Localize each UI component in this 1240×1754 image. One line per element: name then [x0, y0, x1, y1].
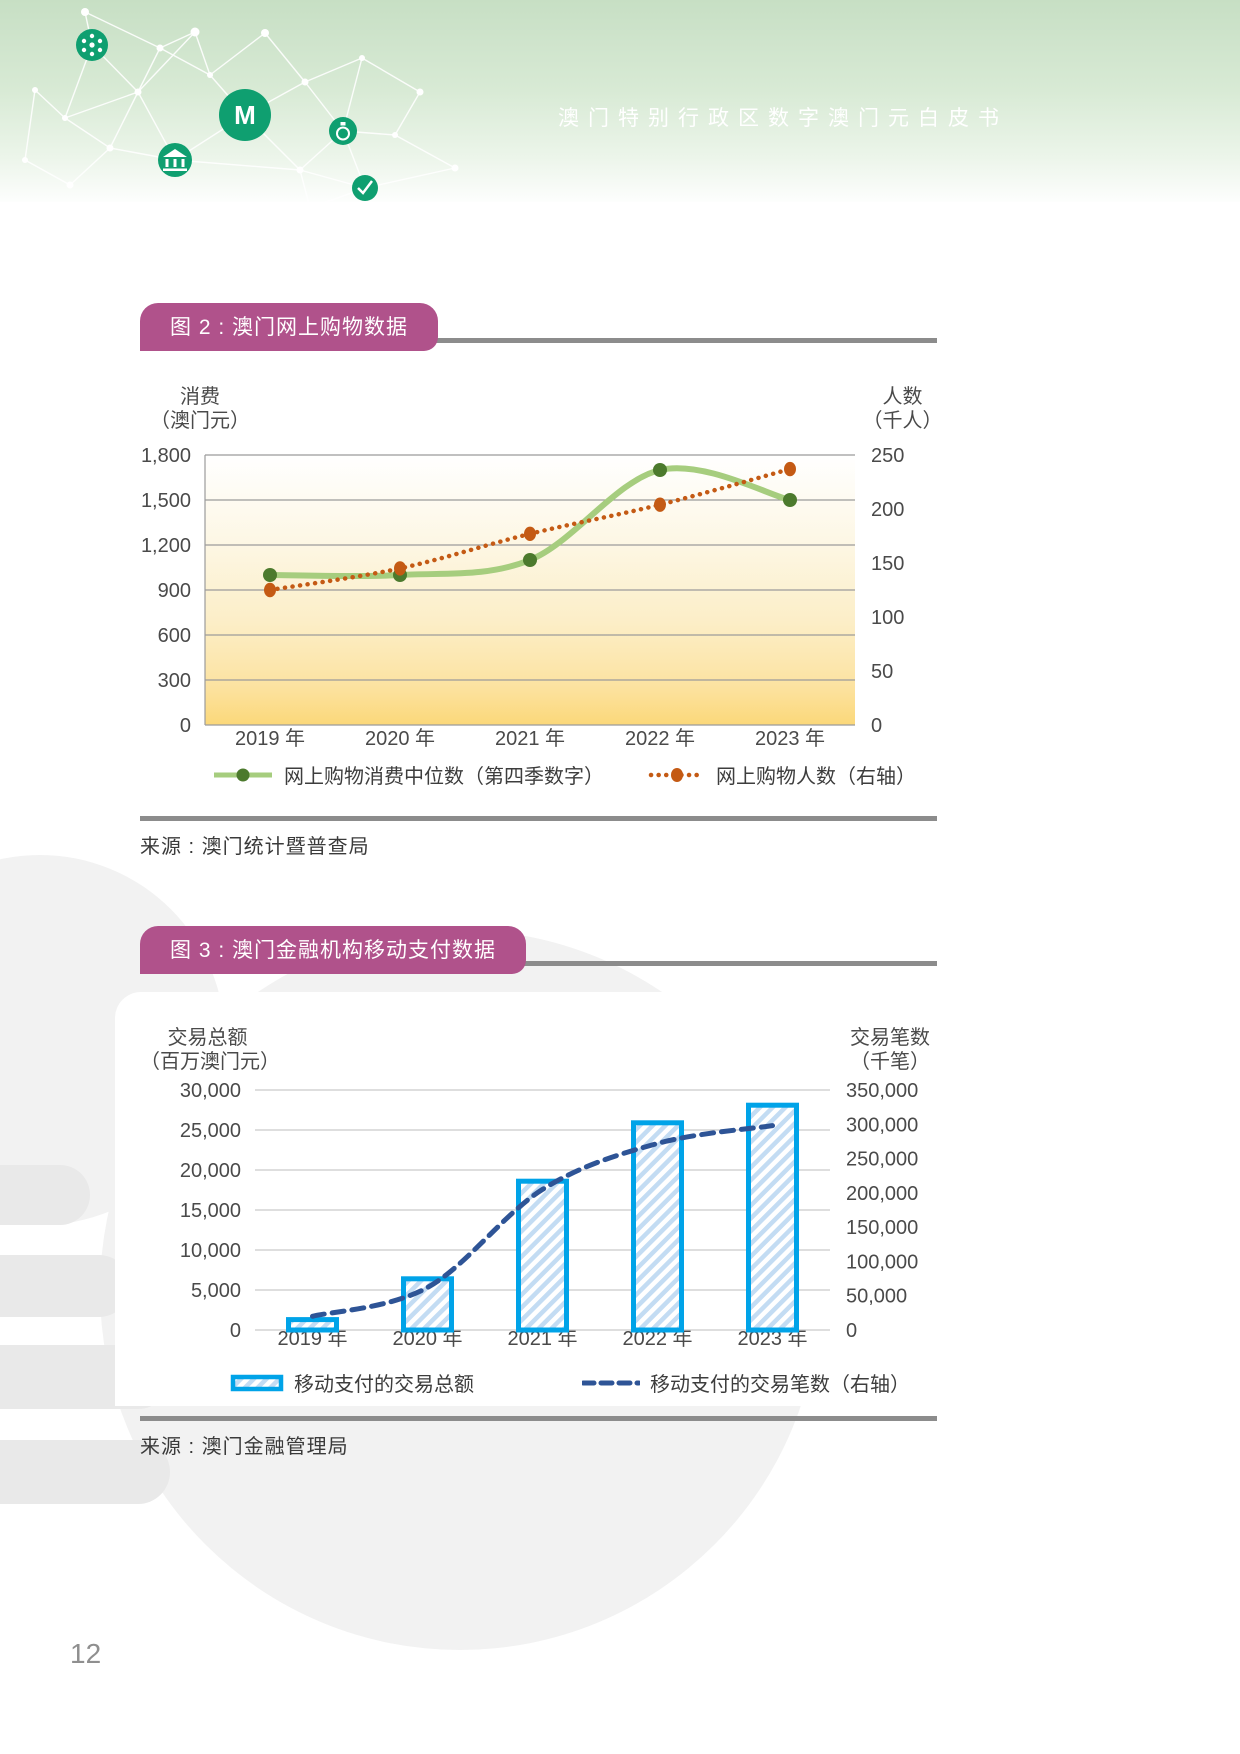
right-axis-tick: 300,000	[846, 1114, 918, 1136]
checkmark-icon	[352, 175, 378, 201]
left-axis-tick: 1,800	[141, 445, 191, 467]
x-axis-label: 2020 年	[392, 1327, 462, 1350]
watermark-bar	[0, 1255, 130, 1317]
data-point	[523, 553, 537, 567]
x-axis-label: 2023 年	[737, 1327, 807, 1350]
figure3-legend: 移动支付的交易总额 移动支付的交易笔数（右轴）	[140, 1368, 940, 1397]
left-axis-tick: 20,000	[180, 1160, 241, 1182]
left-axis-tick: 600	[158, 625, 191, 647]
orange-dotted-swatch-icon	[648, 767, 706, 782]
right-axis-tick: 250,000	[846, 1149, 918, 1171]
figure2-title-badge: 图 2 : 澳门网上购物数据	[140, 303, 439, 351]
right-axis-tick: 150,000	[846, 1217, 918, 1239]
data-point	[784, 461, 796, 477]
watermark-bar	[0, 1440, 170, 1504]
x-axis-label: 2023 年	[755, 727, 825, 750]
right-axis-tick: 250	[871, 445, 904, 467]
figure2-chart: 1,800 1,500 1,200 900 600 300 0 250 200 150 100 50 0…	[141, 445, 904, 750]
right-axis-tick: 200	[871, 499, 904, 521]
x-axis-label: 2021 年	[495, 727, 565, 750]
legend-label: 移动支付的交易总额	[294, 1374, 474, 1396]
money-bag-icon	[329, 117, 357, 145]
figure3-bottom-rule	[140, 1416, 937, 1421]
legend-item-consumption: 网上购物消费中位数（第四季数字）	[212, 760, 604, 789]
network-graphic: M	[22, 8, 459, 210]
hatched-bar-swatch-icon	[230, 1374, 284, 1391]
right-axis-tick: 50	[871, 661, 893, 683]
left-axis-tick: 15,000	[180, 1200, 241, 1222]
left-axis-tick: 1,500	[141, 490, 191, 512]
right-axis-tick: 200,000	[846, 1183, 918, 1205]
header-banner: M 澳门特别行政区数字澳门元白皮书	[0, 0, 1240, 210]
page-number: 12	[70, 1638, 102, 1669]
green-line-swatch-icon	[214, 768, 272, 781]
bar	[746, 1102, 799, 1333]
right-axis-tick: 0	[846, 1320, 857, 1342]
legend-item-total-value: 移动支付的交易总额	[230, 1368, 474, 1397]
right-axis-tick: 350,000	[846, 1080, 918, 1102]
series-line	[310, 1123, 775, 1319]
x-axis-label: 2022 年	[622, 1327, 692, 1350]
figure3-chart: 30,000 25,000 20,000 15,000 10,000 5,000 0 350,…	[180, 1080, 918, 1350]
right-axis-tick: 0	[871, 715, 882, 737]
x-axis-label: 2020 年	[365, 727, 435, 750]
figure2-left-axis-caption: 消费 （澳门元）	[150, 386, 250, 432]
macau-m-logo-icon: M	[219, 89, 271, 141]
data-point	[653, 463, 667, 477]
data-point	[654, 497, 666, 512]
legend-label: 移动支付的交易笔数（右轴）	[650, 1374, 910, 1396]
figure3-right-axis-caption: 交易笔数 （千笔）	[850, 1027, 930, 1073]
legend-label: 网上购物消费中位数（第四季数字）	[284, 766, 604, 788]
figure3-source: 来源 : 澳门金融管理局	[140, 1436, 349, 1458]
left-axis-tick: 300	[158, 670, 191, 692]
data-point	[394, 561, 406, 576]
data-point	[524, 526, 536, 542]
data-point	[263, 568, 277, 582]
x-axis-label: 2022 年	[625, 727, 695, 750]
figure2-bottom-rule	[140, 816, 937, 821]
x-axis-label: 2019 年	[277, 1327, 347, 1350]
right-axis-tick: 100,000	[846, 1251, 918, 1273]
x-axis-label: 2021 年	[507, 1327, 577, 1350]
bank-icon	[158, 143, 192, 177]
bar	[631, 1120, 684, 1333]
data-point	[783, 493, 797, 507]
coins-circle-icon	[76, 29, 108, 61]
dashed-line-swatch-icon	[582, 1380, 640, 1385]
bar	[286, 1317, 339, 1333]
figure3-title-badge: 图 3 : 澳门金融机构移动支付数据	[140, 926, 527, 974]
figure2-right-axis-caption: 人数 （千人）	[862, 386, 943, 432]
figure2-legend: 网上购物消费中位数（第四季数字） 网上购物人数（右轴）	[140, 760, 940, 789]
left-axis-tick: 10,000	[180, 1240, 241, 1262]
right-axis-tick: 100	[871, 607, 904, 629]
figure2-source: 来源 : 澳门统计暨普查局	[140, 836, 370, 858]
figure3-left-axis-caption: 交易总额 （百万澳门元）	[140, 1027, 280, 1073]
left-axis-tick: 0	[180, 715, 191, 737]
document-title: 澳门特别行政区数字澳门元白皮书	[558, 107, 1008, 130]
right-axis-tick: 50,000	[846, 1286, 907, 1308]
legend-item-people: 网上购物人数（右轴）	[648, 760, 916, 789]
watermark-bar	[0, 1165, 90, 1225]
legend-item-transaction-count: 移动支付的交易笔数（右轴）	[582, 1368, 910, 1397]
figure3-top-rule	[140, 961, 937, 966]
x-axis-label: 2019 年	[235, 727, 305, 750]
bar	[516, 1178, 569, 1333]
legend-label: 网上购物人数（右轴）	[716, 766, 916, 788]
left-axis-tick: 0	[230, 1320, 241, 1342]
left-axis-tick: 5,000	[191, 1280, 241, 1302]
data-point	[264, 582, 276, 598]
figure2-top-rule	[140, 338, 937, 343]
right-axis-tick: 150	[871, 553, 904, 575]
svg-text:M: M	[234, 100, 256, 130]
left-axis-tick: 25,000	[180, 1120, 241, 1142]
left-axis-tick: 900	[158, 580, 191, 602]
left-axis-tick: 1,200	[141, 535, 191, 557]
left-axis-tick: 30,000	[180, 1080, 241, 1102]
